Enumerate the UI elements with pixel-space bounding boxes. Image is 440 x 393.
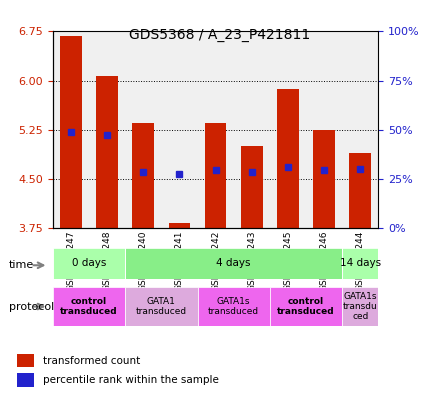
FancyBboxPatch shape <box>342 248 378 279</box>
FancyBboxPatch shape <box>270 287 342 326</box>
Text: protocol: protocol <box>9 301 54 312</box>
Text: time: time <box>9 260 34 270</box>
Text: GDS5368 / A_23_P421811: GDS5368 / A_23_P421811 <box>129 28 311 42</box>
Text: control
transduced: control transduced <box>277 297 335 316</box>
Bar <box>349 152 371 228</box>
Bar <box>96 76 118 228</box>
Bar <box>313 130 335 228</box>
Bar <box>17 373 34 387</box>
Text: 14 days: 14 days <box>340 258 381 268</box>
Text: control
transduced: control transduced <box>60 297 118 316</box>
Bar <box>169 223 190 228</box>
FancyBboxPatch shape <box>125 287 198 326</box>
FancyBboxPatch shape <box>342 287 378 326</box>
Bar <box>17 354 34 367</box>
Text: percentile rank within the sample: percentile rank within the sample <box>43 375 219 386</box>
Bar <box>205 123 227 228</box>
Text: 0 days: 0 days <box>72 258 106 268</box>
Text: GATA1s
transdu
ced: GATA1s transdu ced <box>343 292 378 321</box>
FancyBboxPatch shape <box>53 287 125 326</box>
FancyBboxPatch shape <box>53 248 125 279</box>
Bar <box>132 123 154 228</box>
Bar <box>277 89 299 228</box>
Text: GATA1s
transduced: GATA1s transduced <box>208 297 259 316</box>
Bar <box>60 36 82 228</box>
Text: 4 days: 4 days <box>216 258 251 268</box>
FancyBboxPatch shape <box>125 248 342 279</box>
Bar <box>241 146 263 228</box>
Text: GATA1
transduced: GATA1 transduced <box>136 297 187 316</box>
FancyBboxPatch shape <box>198 287 270 326</box>
Text: transformed count: transformed count <box>43 356 140 366</box>
